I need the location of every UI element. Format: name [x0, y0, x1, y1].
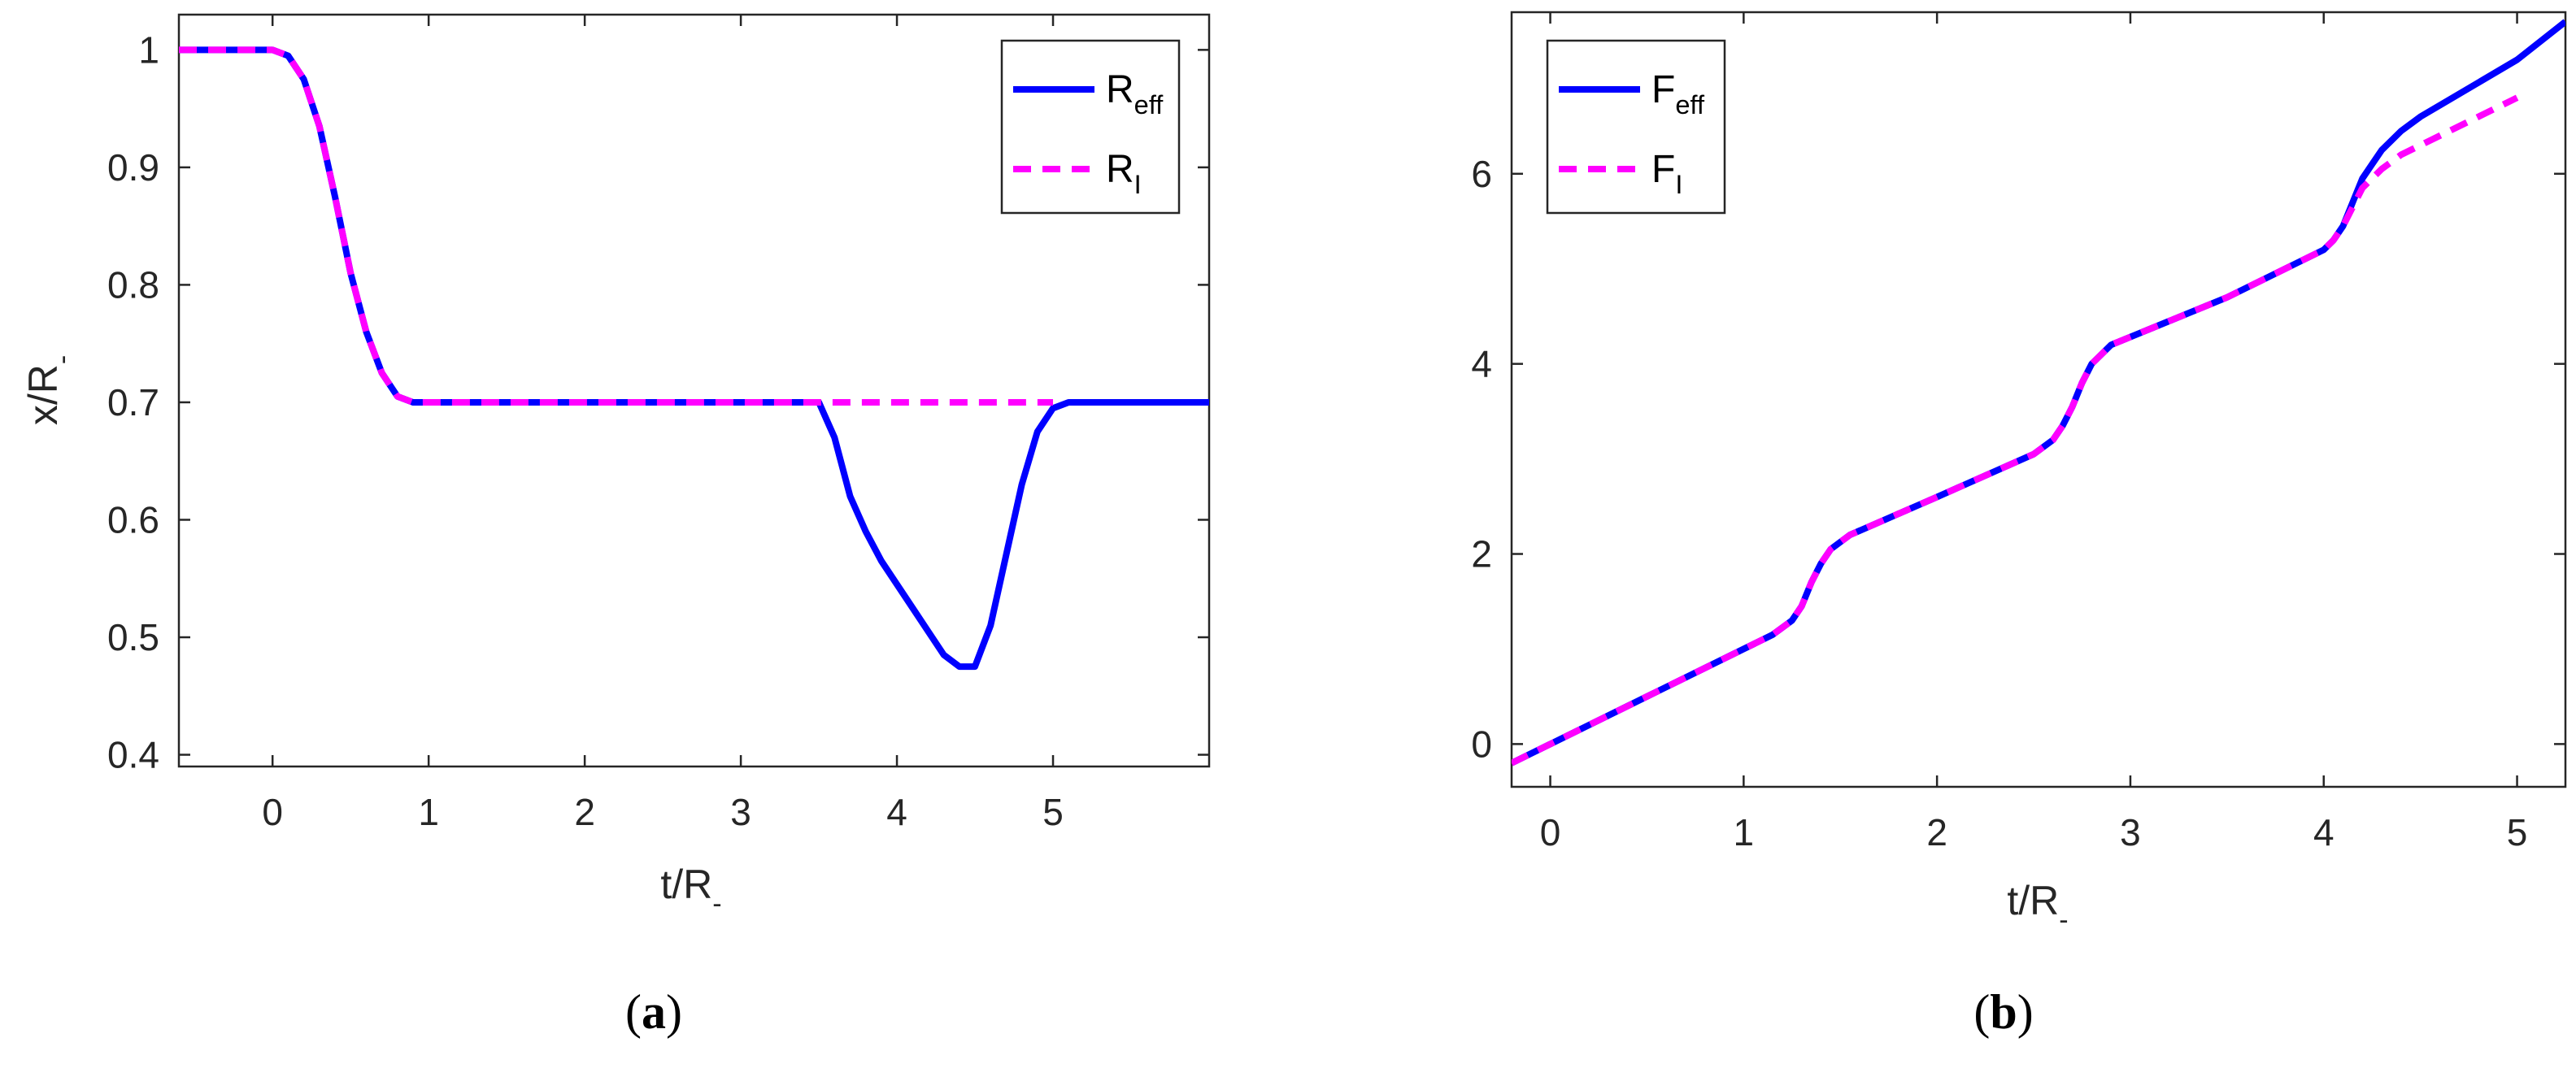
- x-tick-label: 3: [2120, 811, 2141, 853]
- legend-label: FI: [1651, 148, 1682, 199]
- y-tick-label: 0.5: [107, 616, 159, 658]
- y-tick-label: 0.8: [107, 263, 159, 306]
- panel-label: (a): [625, 985, 682, 1039]
- legend-label-main: F: [1651, 148, 1675, 191]
- x-axis-label-main: t/R: [2007, 878, 2059, 923]
- legend-label-sub: eff: [1134, 89, 1164, 119]
- panel-label-open: (: [1973, 985, 1990, 1039]
- panel-label-letter: a: [642, 985, 666, 1039]
- x-axis-label: t/R-: [660, 862, 721, 919]
- panel-label-letter: b: [1990, 985, 2017, 1039]
- y-axis-label-main: x/R: [20, 364, 66, 425]
- panel-a: 0 1 2 3 4 50.40.50.60.70.80.91ReffRIt/R-x/R-(…: [20, 13, 1211, 1039]
- x-axis-label: t/R-: [2007, 878, 2068, 936]
- y-tick-label: 0.4: [107, 734, 159, 776]
- x-tick-label: 0: [262, 791, 283, 833]
- series-line-r-i: [179, 46, 1053, 406]
- panel-label-close: ): [2017, 985, 2034, 1039]
- legend-label-main: R: [1106, 68, 1134, 111]
- series-group: [179, 46, 1209, 671]
- series-line-f-i: [1512, 94, 2519, 766]
- panel-label-open: (: [625, 985, 642, 1039]
- x-tick-label: 4: [886, 791, 907, 833]
- x-tick-label: 1: [1734, 811, 1755, 853]
- y-axis-label-sub: -: [47, 355, 78, 364]
- legend-label-sub: I: [1134, 169, 1142, 199]
- x-tick-label: 0: [1540, 811, 1561, 853]
- legend-label-sub: eff: [1675, 89, 1705, 119]
- y-tick-label: 0.6: [107, 498, 159, 541]
- series-line-r-eff: [179, 46, 1209, 671]
- y-tick-label: 0: [1471, 723, 1492, 765]
- x-tick-label: 2: [1926, 811, 1947, 853]
- y-tick-label: 6: [1471, 153, 1492, 195]
- x-tick-label: 4: [2313, 811, 2334, 853]
- x-tick-label: 5: [1042, 791, 1064, 833]
- legend-box: [1546, 39, 1726, 215]
- legend-label-sub: I: [1675, 169, 1682, 199]
- legend-label: RI: [1106, 148, 1142, 199]
- x-tick-label: 1: [418, 791, 439, 833]
- legend-label-main: R: [1106, 148, 1134, 191]
- panel-label-close: ): [666, 985, 682, 1039]
- y-tick-label: 4: [1471, 343, 1492, 385]
- y-axis-label: x/R-: [20, 355, 78, 425]
- x-axis-label-main: t/R: [660, 862, 712, 907]
- legend-label-main: F: [1651, 68, 1675, 111]
- series-line-f-eff: [1512, 19, 2565, 766]
- legend-box: [1000, 39, 1181, 215]
- y-tick-label: 2: [1471, 533, 1492, 575]
- x-tick-label: 2: [574, 791, 595, 833]
- legend-label: Reff: [1106, 68, 1164, 119]
- y-tick-label: 0.9: [107, 146, 159, 189]
- x-tick-label: 5: [2507, 811, 2528, 853]
- x-tick-label: 3: [730, 791, 751, 833]
- legend-label: Feff: [1651, 68, 1705, 119]
- y-tick-label: 0.7: [107, 381, 159, 423]
- x-axis-label-sub: -: [712, 888, 721, 919]
- panel-label: (b): [1973, 985, 2033, 1039]
- x-axis-label-sub: -: [2059, 905, 2068, 936]
- series-group: [1512, 19, 2565, 766]
- y-tick-label: 1: [138, 28, 159, 71]
